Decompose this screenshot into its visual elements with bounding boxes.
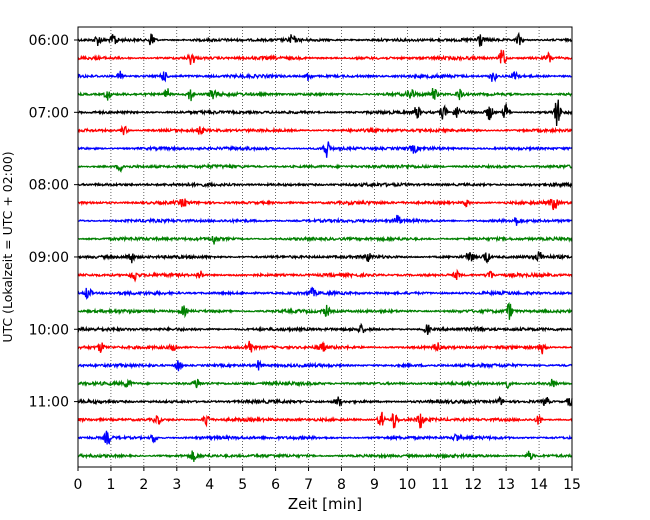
x-tick-label: 14 [530, 477, 548, 493]
y-tick-label: 10:00 [29, 322, 69, 338]
trace-line [77, 395, 573, 407]
grid-lines [110, 27, 540, 467]
trace-line [77, 49, 573, 65]
trace-line [77, 301, 573, 320]
trace-line [77, 268, 573, 283]
y-tick-label: 08:00 [29, 178, 69, 194]
x-tick-label: 2 [139, 477, 148, 493]
x-tick-label: 1 [106, 477, 115, 493]
x-tick-label: 4 [205, 477, 214, 493]
x-tick-label: 10 [398, 477, 416, 493]
x-tick-label: 15 [563, 477, 581, 493]
trace-line [77, 198, 573, 211]
trace-line [77, 124, 573, 136]
y-tick-label: 07:00 [29, 105, 69, 121]
trace-line [77, 411, 573, 429]
trace-line [77, 214, 573, 226]
trace-line [77, 87, 573, 102]
y-tick-label: 06:00 [29, 33, 69, 49]
y-axis-title: UTC (Lokalzeit = UTC + 02:00) [0, 151, 15, 342]
plot-frame [77, 26, 573, 468]
trace-line [77, 450, 573, 462]
trace-line [77, 99, 573, 126]
x-tick-label: 13 [497, 477, 515, 493]
y-tick-label: 11:00 [29, 395, 69, 411]
y-tick-label: 09:00 [29, 250, 69, 266]
trace-line [77, 340, 573, 355]
trace-line [77, 430, 573, 445]
x-tick-label: 0 [74, 477, 83, 493]
x-tick-label: 8 [337, 477, 346, 493]
trace-line [77, 70, 573, 83]
x-axis-title: Zeit [min] [288, 495, 362, 513]
x-tick-label: 11 [431, 477, 449, 493]
trace-line [77, 286, 573, 300]
x-tick-label: 6 [271, 477, 280, 493]
trace-line [77, 359, 573, 372]
trace-line [77, 181, 573, 189]
x-tick-label: 5 [238, 477, 247, 493]
x-tick-label: 3 [172, 477, 181, 493]
x-tick-label: 7 [304, 477, 313, 493]
trace-line [77, 162, 573, 173]
trace-line [77, 141, 573, 158]
x-tick-label: 12 [464, 477, 482, 493]
trace-line [77, 378, 573, 390]
y-axis-ticks: 06:00 07:00 08:00 09:00 10:00 11:00 [29, 33, 78, 411]
trace-line [77, 31, 573, 47]
trace-layer [77, 31, 573, 462]
trace-line [77, 235, 573, 245]
x-tick-label: 9 [370, 477, 379, 493]
x-axis-ticks: 0 1 2 3 4 5 6 7 8 9 10 11 12 13 14 15 [74, 467, 581, 493]
trace-line [77, 251, 573, 264]
trace-line [77, 322, 573, 335]
